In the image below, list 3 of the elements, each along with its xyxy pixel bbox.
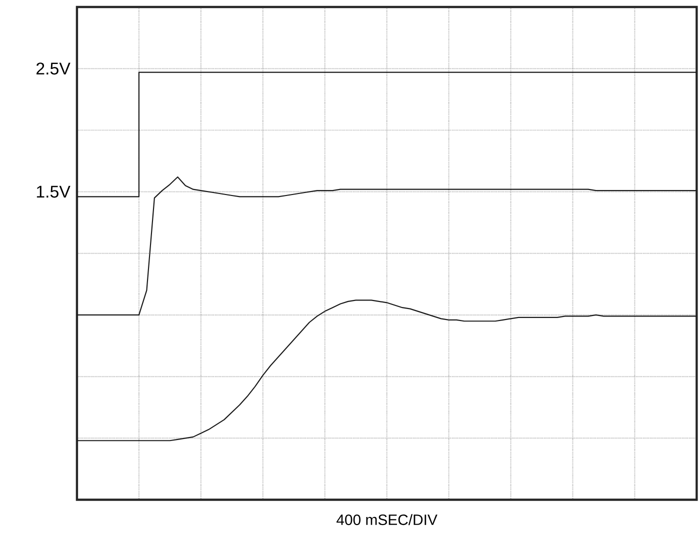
y-tick-label: 1.5V [36, 186, 70, 198]
x-axis-title: 400 mSEC/DIV [336, 514, 438, 526]
y-tick-label: 2.5V [36, 62, 70, 75]
